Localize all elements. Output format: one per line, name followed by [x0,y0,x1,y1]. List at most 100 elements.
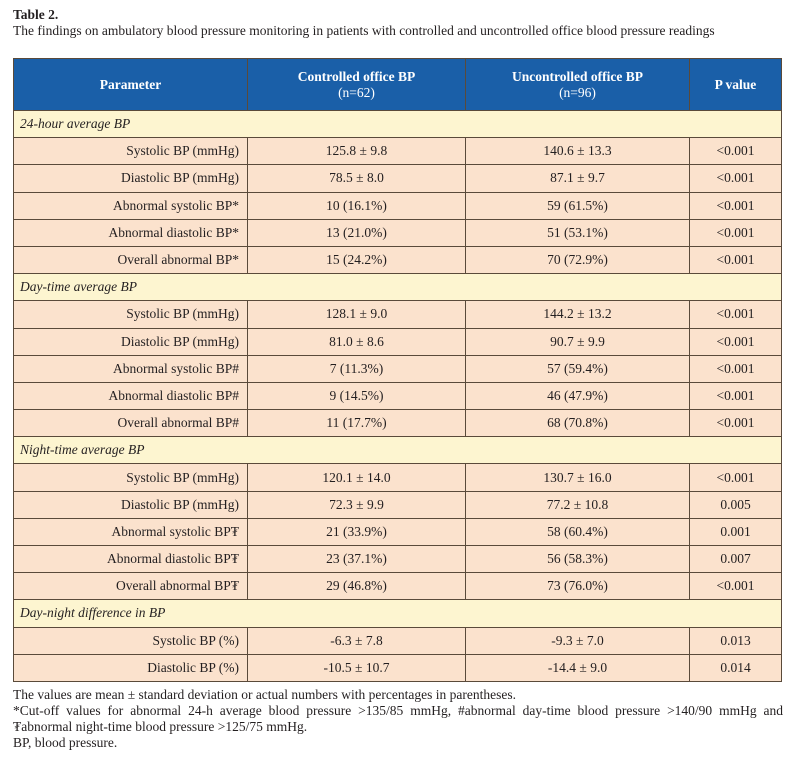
header-uncontrolled-n: (n=96) [559,84,596,100]
section-row: Day-time average BP [13,273,782,302]
cell-uncontrolled: 51 (53.1%) [465,218,690,247]
cell-uncontrolled: 56 (58.3%) [465,544,690,574]
cell-parameter: Overall abnormal BP# [13,409,248,438]
section-title: Night-time average BP [13,436,782,465]
cell-uncontrolled: 68 (70.8%) [465,409,690,438]
header-uncontrolled: Uncontrolled office BP (n=96) [465,58,690,111]
cell-controlled: 11 (17.7%) [247,409,466,438]
table-row: Diastolic BP (mmHg) 72.3 ± 9.9 77.2 ± 10… [13,490,782,519]
table-row: Systolic BP (mmHg) 120.1 ± 14.0 130.7 ± … [13,463,782,492]
cell-parameter: Overall abnormal BP* [13,245,248,275]
header-pvalue: P value [689,58,782,111]
table-row: Abnormal diastolic BP* 13 (21.0%) 51 (53… [13,218,782,247]
table-footnotes: The values are mean ± standard deviation… [13,687,783,751]
cell-uncontrolled: 46 (47.9%) [465,381,690,411]
table-row: Overall abnormal BP# 11 (17.7%) 68 (70.8… [13,409,782,438]
footnote-values: The values are mean ± standard deviation… [13,687,516,702]
cell-uncontrolled: 140.6 ± 13.3 [465,137,690,166]
cell-controlled: 13 (21.0%) [247,218,466,247]
table-row: Systolic BP (mmHg) 125.8 ± 9.8 140.6 ± 1… [13,137,782,166]
cell-uncontrolled: 58 (60.4%) [465,517,690,547]
cell-pvalue: <0.001 [689,327,782,356]
table-row: Systolic BP (mmHg) 128.1 ± 9.0 144.2 ± 1… [13,300,782,329]
cell-controlled: 78.5 ± 8.0 [247,164,466,193]
table-row: Abnormal systolic BP# 7 (11.3%) 57 (59.4… [13,354,782,383]
cell-controlled: 7 (11.3%) [247,354,466,383]
cell-uncontrolled: 59 (61.5%) [465,191,690,220]
cell-parameter: Systolic BP (%) [13,626,248,655]
section-row: Night-time average BP [13,436,782,465]
cell-pvalue: <0.001 [689,300,782,329]
table-row: Abnormal diastolic BP# 9 (14.5%) 46 (47.… [13,381,782,411]
cell-uncontrolled: 87.1 ± 9.7 [465,164,690,193]
cell-pvalue: <0.001 [689,381,782,411]
table-row: Systolic BP (%) -6.3 ± 7.8 -9.3 ± 7.0 0.… [13,626,782,655]
section-title: 24-hour average BP [13,109,782,139]
cell-controlled: 9 (14.5%) [247,381,466,411]
cell-uncontrolled: 144.2 ± 13.2 [465,300,690,329]
cell-pvalue: 0.014 [689,653,782,682]
table-label: Table 2. [13,7,59,22]
cell-controlled: 10 (16.1%) [247,191,466,220]
cell-pvalue: <0.001 [689,164,782,193]
table-row: Abnormal diastolic BP₮ 23 (37.1%) 56 (58… [13,544,782,574]
cell-pvalue: <0.001 [689,245,782,275]
bp-findings-table: Parameter Controlled office BP (n=62) Un… [13,58,782,682]
table-row: Diastolic BP (mmHg) 78.5 ± 8.0 87.1 ± 9.… [13,164,782,193]
cell-parameter: Systolic BP (mmHg) [13,463,248,492]
cell-controlled: 120.1 ± 14.0 [247,463,466,492]
cell-controlled: 15 (24.2%) [247,245,466,275]
cell-parameter: Systolic BP (mmHg) [13,300,248,329]
cell-parameter: Abnormal diastolic BP₮ [13,544,248,574]
cell-controlled: -10.5 ± 10.7 [247,653,466,682]
cell-controlled: 21 (33.9%) [247,517,466,547]
header-parameter: Parameter [13,58,248,111]
cell-uncontrolled: 90.7 ± 9.9 [465,327,690,356]
footnote-abbreviation: BP, blood pressure. [13,735,118,750]
cell-pvalue: 0.013 [689,626,782,655]
header-row: Parameter Controlled office BP (n=62) Un… [13,58,782,111]
cell-parameter: Diastolic BP (%) [13,653,248,682]
cell-parameter: Abnormal diastolic BP# [13,381,248,411]
cell-pvalue: 0.007 [689,544,782,574]
cell-controlled: 72.3 ± 9.9 [247,490,466,519]
cell-uncontrolled: 73 (76.0%) [465,572,690,601]
cell-parameter: Abnormal systolic BP₮ [13,517,248,547]
cell-controlled: 29 (46.8%) [247,572,466,601]
cell-pvalue: 0.001 [689,517,782,547]
section-row: 24-hour average BP [13,109,782,139]
cell-controlled: 128.1 ± 9.0 [247,300,466,329]
table-caption: Table 2. The findings on ambulatory bloo… [13,7,783,39]
cell-controlled: 125.8 ± 9.8 [247,137,466,166]
cell-pvalue: 0.005 [689,490,782,519]
section-row: Day-night difference in BP [13,599,782,628]
table-title: The findings on ambulatory blood pressur… [13,23,715,38]
cell-parameter: Overall abnormal BP₮ [13,572,248,601]
cell-pvalue: <0.001 [689,354,782,383]
cell-uncontrolled: 57 (59.4%) [465,354,690,383]
cell-uncontrolled: -9.3 ± 7.0 [465,626,690,655]
header-controlled-n: (n=62) [338,84,375,100]
table-row: Abnormal systolic BP* 10 (16.1%) 59 (61.… [13,191,782,220]
cell-parameter: Abnormal systolic BP# [13,354,248,383]
cell-pvalue: <0.001 [689,572,782,601]
cell-controlled: -6.3 ± 7.8 [247,626,466,655]
cell-parameter: Abnormal systolic BP* [13,191,248,220]
cell-parameter: Diastolic BP (mmHg) [13,327,248,356]
cell-uncontrolled: -14.4 ± 9.0 [465,653,690,682]
cell-pvalue: <0.001 [689,463,782,492]
section-title: Day-night difference in BP [13,599,782,628]
header-controlled: Controlled office BP (n=62) [247,58,466,111]
cell-pvalue: <0.001 [689,137,782,166]
cell-pvalue: <0.001 [689,409,782,438]
table-row: Overall abnormal BP* 15 (24.2%) 70 (72.9… [13,245,782,275]
table-row: Abnormal systolic BP₮ 21 (33.9%) 58 (60.… [13,517,782,547]
cell-uncontrolled: 77.2 ± 10.8 [465,490,690,519]
table-row: Overall abnormal BP₮ 29 (46.8%) 73 (76.0… [13,572,782,601]
table-row: Diastolic BP (%) -10.5 ± 10.7 -14.4 ± 9.… [13,653,782,682]
cell-controlled: 81.0 ± 8.6 [247,327,466,356]
cell-parameter: Diastolic BP (mmHg) [13,490,248,519]
table-row: Diastolic BP (mmHg) 81.0 ± 8.6 90.7 ± 9.… [13,327,782,356]
cell-parameter: Systolic BP (mmHg) [13,137,248,166]
section-title: Day-time average BP [13,273,782,302]
